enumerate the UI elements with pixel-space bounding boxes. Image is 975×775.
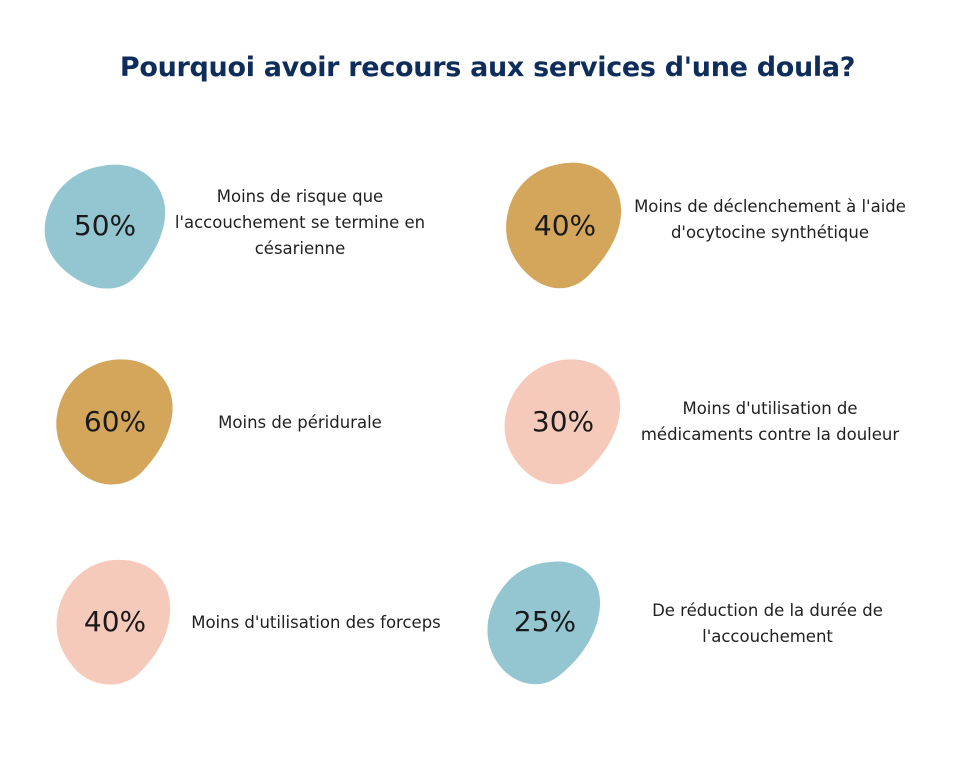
page-title: Pourquoi avoir recours aux services d'un…: [119, 52, 856, 83]
stat-blob-3: 60%: [50, 354, 180, 489]
blob-shape: [504, 359, 621, 485]
stat-description: Moins d'utilisation de médicaments contr…: [640, 399, 900, 444]
stat-blob-6: 25%: [480, 554, 610, 689]
stat-percent: 25%: [513, 605, 577, 638]
stat-blob-5: 40%: [50, 554, 180, 689]
stat-description: Moins d'utilisation des forceps: [191, 613, 441, 632]
blob-shape: [56, 359, 173, 485]
stat-blob-1: 50%: [40, 158, 170, 293]
stat-percent: 40%: [83, 605, 147, 638]
stat-description: Moins de risque que l'accouchement se te…: [174, 187, 426, 258]
stat-description: Moins de déclenchement à l'aide d'ocytoc…: [634, 197, 906, 242]
stat-description: De réduction de la durée de l'accoucheme…: [652, 601, 883, 646]
stat-percent: 60%: [83, 405, 147, 438]
stat-percent: 40%: [533, 209, 597, 242]
stat-percent: 30%: [531, 405, 595, 438]
stat-percent: 50%: [73, 209, 137, 242]
blob-shape: [506, 162, 622, 289]
stat-blob-4: 30%: [498, 354, 628, 489]
blob-shape: [487, 561, 601, 685]
blob-shape: [56, 559, 171, 685]
blob-shape: [44, 164, 166, 289]
stat-description: Moins de péridurale: [218, 413, 382, 432]
stat-blob-2: 40%: [500, 158, 630, 293]
